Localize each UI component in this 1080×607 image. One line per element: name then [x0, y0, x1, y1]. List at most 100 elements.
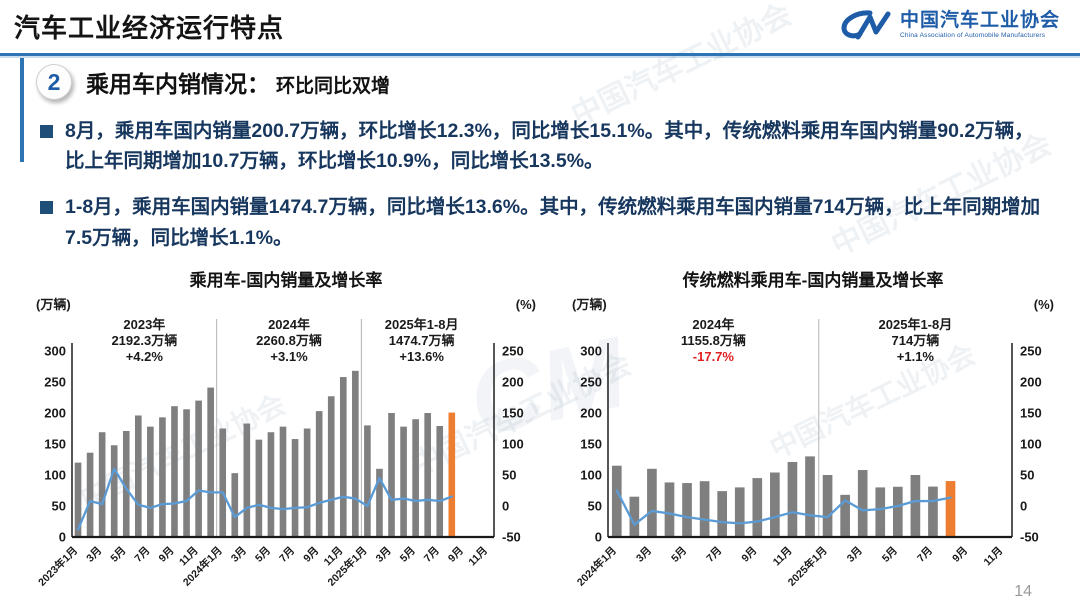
bar	[647, 468, 657, 537]
chart-annotation-line: 2025年1-8月	[385, 317, 459, 332]
bar	[207, 387, 214, 537]
left-axis-tick-label: 0	[59, 530, 66, 545]
bar	[110, 445, 118, 537]
left-axis-tick-label: 150	[580, 437, 602, 452]
x-axis-tick-label: 7月	[704, 545, 724, 565]
bar-highlight	[448, 412, 456, 537]
x-axis-tick-label: 7月	[422, 545, 442, 565]
chart-annotation-line: 2024年	[692, 317, 734, 332]
bar	[752, 478, 763, 537]
bar-highlight	[945, 481, 956, 537]
org-logo: 中国汽车工业协会 China Association of Automobile…	[840, 8, 1060, 42]
bar	[664, 482, 675, 537]
logo-name-cn: 中国汽车工业协会	[899, 9, 1060, 31]
x-axis-tick-label: 7月	[132, 545, 152, 565]
bullet-text: 8月，乘用车国内销量200.7万辆，环比增长12.3%，同比增长15.1%。其中…	[65, 120, 1034, 173]
bar	[339, 377, 347, 537]
bar	[424, 413, 432, 537]
left-axis-tick-label: 50	[588, 499, 602, 514]
chart-annotation-line: +13.6%	[399, 349, 444, 364]
chart-title: 乘用车-国内销量及增长率	[189, 271, 383, 290]
x-axis-tick-label: 9月	[446, 545, 466, 565]
bar	[717, 491, 728, 537]
bar	[892, 486, 903, 537]
x-axis-tick-label: 9月	[157, 545, 177, 565]
header-divider	[0, 53, 1080, 56]
x-axis-tick-label: 9月	[950, 545, 970, 565]
bullet-marker	[40, 125, 53, 138]
section-subtitle: 环比同比双增	[276, 76, 391, 97]
bar	[436, 426, 444, 537]
right-axis-tick-label: 150	[502, 406, 524, 421]
chart-annotation-line: 2260.8万辆	[256, 333, 322, 348]
page-number: 14	[1014, 583, 1032, 600]
right-axis-tick-label: -50	[1020, 530, 1039, 545]
left-axis-tick-label: 250	[580, 375, 602, 390]
left-accent-line	[20, 58, 24, 162]
bar	[231, 473, 239, 537]
bullet-text: 1-8月，乘用车国内销量1474.7万辆，同比增长13.6%。其中，传统燃料乘用…	[65, 196, 1041, 249]
bar	[857, 470, 868, 537]
x-axis-tick-label: 11月	[771, 545, 795, 569]
bar	[734, 487, 745, 537]
section-title: 乘用车内销情况：	[86, 71, 270, 97]
bar	[303, 428, 311, 537]
bar	[255, 439, 263, 537]
right-axis-tick-label: 250	[502, 344, 524, 359]
bar	[875, 487, 886, 537]
x-axis-tick-label: 7月	[915, 545, 935, 565]
bar	[910, 475, 921, 537]
chart-annotation-line: 1474.7万辆	[389, 333, 455, 348]
x-axis-tick-label: 2024年1月	[574, 544, 619, 589]
bullet-item: 8月，乘用车国内销量200.7万辆，环比增长12.3%，同比增长15.1%。其中…	[40, 116, 1048, 176]
bar	[134, 415, 142, 537]
right-axis-tick-label: 0	[1020, 499, 1027, 514]
bar	[611, 465, 622, 537]
left-axis-tick-label: 300	[580, 344, 602, 359]
right-axis-unit-label: (%)	[1034, 297, 1054, 312]
left-axis-tick-label: 200	[44, 406, 66, 421]
chart-traditional-fuel-vehicles: 传统燃料乘用车-国内销量及增长率 (万辆) (%) 0 50 100 150 200 250 3…	[568, 266, 1058, 599]
bar	[805, 456, 815, 537]
bar	[376, 468, 383, 537]
bar-line-chart: (万辆) (%) 0 50 100 150 200 250 300 -50 0 50 100 150 200…	[35, 297, 536, 589]
left-axis-tick-label: 100	[580, 468, 602, 483]
growth-rate-line	[76, 467, 453, 531]
x-axis-tick-label: 9月	[301, 545, 321, 565]
chart-annotation-line: +3.1%	[270, 349, 308, 364]
bar	[74, 462, 82, 537]
bar	[770, 472, 780, 537]
chart-passenger-vehicles: 乘用车-国内销量及增长率 (万辆) (%) 0 50 100 150 200 250 300 -5…	[32, 266, 540, 599]
section-number-badge: 2	[36, 64, 72, 100]
bar	[787, 461, 798, 537]
bar	[171, 406, 178, 537]
charts-row: 乘用车-国内销量及增长率 (万辆) (%) 0 50 100 150 200 250 300 -5…	[32, 266, 1058, 599]
x-axis-tick-label: 11月	[466, 545, 490, 569]
right-axis-tick-label: 200	[502, 375, 524, 390]
bullet-marker	[40, 201, 53, 215]
section-heading: 2 乘用车内销情况： 环比同比双增	[36, 64, 390, 100]
chart-annotation-line: 714万辆	[892, 333, 940, 348]
bar	[98, 432, 106, 537]
x-axis-tick-label: 7月	[277, 545, 297, 565]
right-axis-tick-label: 0	[502, 499, 509, 514]
watermark-text: 中国汽车工业协会	[566, 0, 797, 133]
right-axis-tick-label: 50	[502, 468, 516, 483]
right-axis-tick-label: 150	[1020, 406, 1042, 421]
bar	[388, 413, 395, 537]
x-axis-tick-label: 3月	[84, 545, 104, 565]
bullet-item: 1-8月，乘用车国内销量1474.7万辆，同比增长13.6%。其中，传统燃料乘用…	[40, 192, 1048, 252]
right-axis-tick-label: 50	[1020, 468, 1034, 483]
bar	[147, 426, 154, 537]
bar	[279, 426, 287, 537]
bar	[629, 496, 640, 537]
logo-name-en: China Association of Automobile Manufact…	[899, 31, 1046, 39]
chart-annotation-line: -17.7%	[693, 349, 735, 364]
x-axis-tick-label: 5月	[880, 545, 900, 565]
bar	[682, 483, 692, 537]
chart-annotation-line: 1155.8万辆	[681, 333, 746, 348]
x-axis-tick-label: 3月	[634, 545, 654, 565]
chart-annotation-line: 2023年	[123, 317, 165, 332]
left-axis-tick-label: 250	[44, 375, 66, 390]
